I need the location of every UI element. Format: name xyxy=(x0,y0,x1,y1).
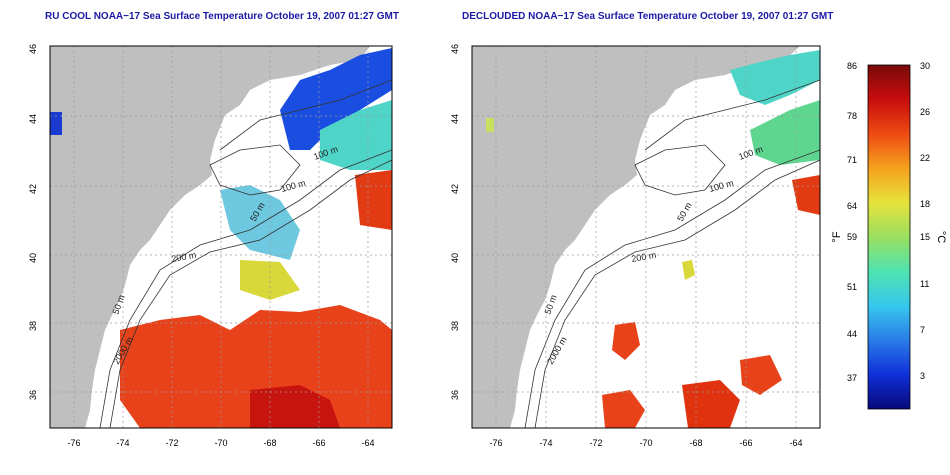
celsius-tick: 22 xyxy=(920,153,930,163)
right-y-tick: 42 xyxy=(450,184,460,194)
celsius-tick: 3 xyxy=(920,371,925,381)
left-sst-maine-patch xyxy=(50,112,62,135)
right-x-tick: -70 xyxy=(639,438,652,448)
fahrenheit-tick: 51 xyxy=(847,282,857,292)
celsius-tick: 15 xyxy=(920,232,930,242)
celsius-axis-label: °C xyxy=(935,231,947,243)
right-sst-warm-patch-2 xyxy=(682,380,740,428)
fahrenheit-tick: 64 xyxy=(847,201,857,211)
celsius-tick: 26 xyxy=(920,107,930,117)
right-y-tick: 36 xyxy=(450,390,460,400)
fahrenheit-tick: 78 xyxy=(847,111,857,121)
left-sst-deep-red xyxy=(250,385,340,428)
left-sst-cool-shelf xyxy=(280,48,392,150)
right-sst-yellow-spot xyxy=(682,260,695,280)
right-sst-warm-patch-1 xyxy=(602,390,645,428)
fahrenheit-axis-label: °F xyxy=(831,231,843,242)
fahrenheit-tick: 44 xyxy=(847,329,857,339)
celsius-tick: 7 xyxy=(920,325,925,335)
left-x-tick: -74 xyxy=(116,438,129,448)
right-sst-cool-shelf xyxy=(730,50,820,105)
right-sst-maine-spot xyxy=(486,118,494,132)
fahrenheit-tick: 86 xyxy=(847,61,857,71)
right-map-grid xyxy=(472,46,820,428)
left-sst-map: 100 m 100 m 50 m 200 m 50 m 2000 m -76 -… xyxy=(28,44,393,448)
right-x-tick: -64 xyxy=(789,438,802,448)
right-sst-warm-patch-3 xyxy=(612,322,640,360)
fahrenheit-tick: 37 xyxy=(847,373,857,383)
left-x-tick: -66 xyxy=(312,438,325,448)
right-y-tick: 40 xyxy=(450,253,460,263)
left-y-tick: 42 xyxy=(28,184,38,194)
left-x-tick: -76 xyxy=(67,438,80,448)
right-x-tick: -74 xyxy=(539,438,552,448)
celsius-tick: 11 xyxy=(920,279,929,289)
temperature-colorbar: 86 78 71 64 59 51 44 37 30 26 22 18 15 1… xyxy=(831,61,947,410)
left-sst-mixed-patches xyxy=(220,185,300,260)
colorbar-gradient xyxy=(867,64,911,410)
left-y-tick: 40 xyxy=(28,253,38,263)
right-sst-warm-patch-4 xyxy=(740,355,782,395)
celsius-tick: 30 xyxy=(920,61,930,71)
left-y-tick: 36 xyxy=(28,390,38,400)
left-sst-mid-shelf xyxy=(320,100,392,170)
fahrenheit-tick: 59 xyxy=(847,232,857,242)
right-contour-label-4: 200 m xyxy=(631,250,657,264)
right-x-tick: -68 xyxy=(689,438,702,448)
left-bathymetry-contours xyxy=(99,79,392,428)
right-sst-map: 100 m 100 m 50 m 200 m 50 m 2000 m -76 -… xyxy=(450,44,821,448)
left-x-tick: -72 xyxy=(165,438,178,448)
right-y-tick: 46 xyxy=(450,44,460,54)
right-x-tick: -76 xyxy=(489,438,502,448)
left-land-mass xyxy=(50,46,370,428)
celsius-tick: 18 xyxy=(920,199,930,209)
left-x-tick: -70 xyxy=(214,438,227,448)
left-sst-yellow-patches xyxy=(240,260,300,300)
left-y-tick: 44 xyxy=(28,114,38,124)
left-contour-label-4: 200 m xyxy=(171,250,197,264)
left-x-tick: -64 xyxy=(361,438,374,448)
right-bathymetry-contours xyxy=(524,79,820,428)
right-sst-gulfstream xyxy=(792,175,820,215)
left-map-grid xyxy=(50,46,392,428)
right-x-tick: -66 xyxy=(739,438,752,448)
right-y-tick: 44 xyxy=(450,114,460,124)
left-sst-gulfstream xyxy=(355,170,392,230)
fahrenheit-tick: 71 xyxy=(847,155,857,165)
right-map-title: DECLOUDED NOAA−17 Sea Surface Temperatur… xyxy=(462,11,834,22)
left-y-tick: 46 xyxy=(28,44,38,54)
left-y-tick: 38 xyxy=(28,321,38,331)
left-x-tick: -68 xyxy=(263,438,276,448)
right-x-tick: -72 xyxy=(589,438,602,448)
right-y-tick: 38 xyxy=(450,321,460,331)
right-land-mass xyxy=(472,46,800,428)
left-map-title: RU COOL NOAA−17 Sea Surface Temperature … xyxy=(45,11,399,22)
